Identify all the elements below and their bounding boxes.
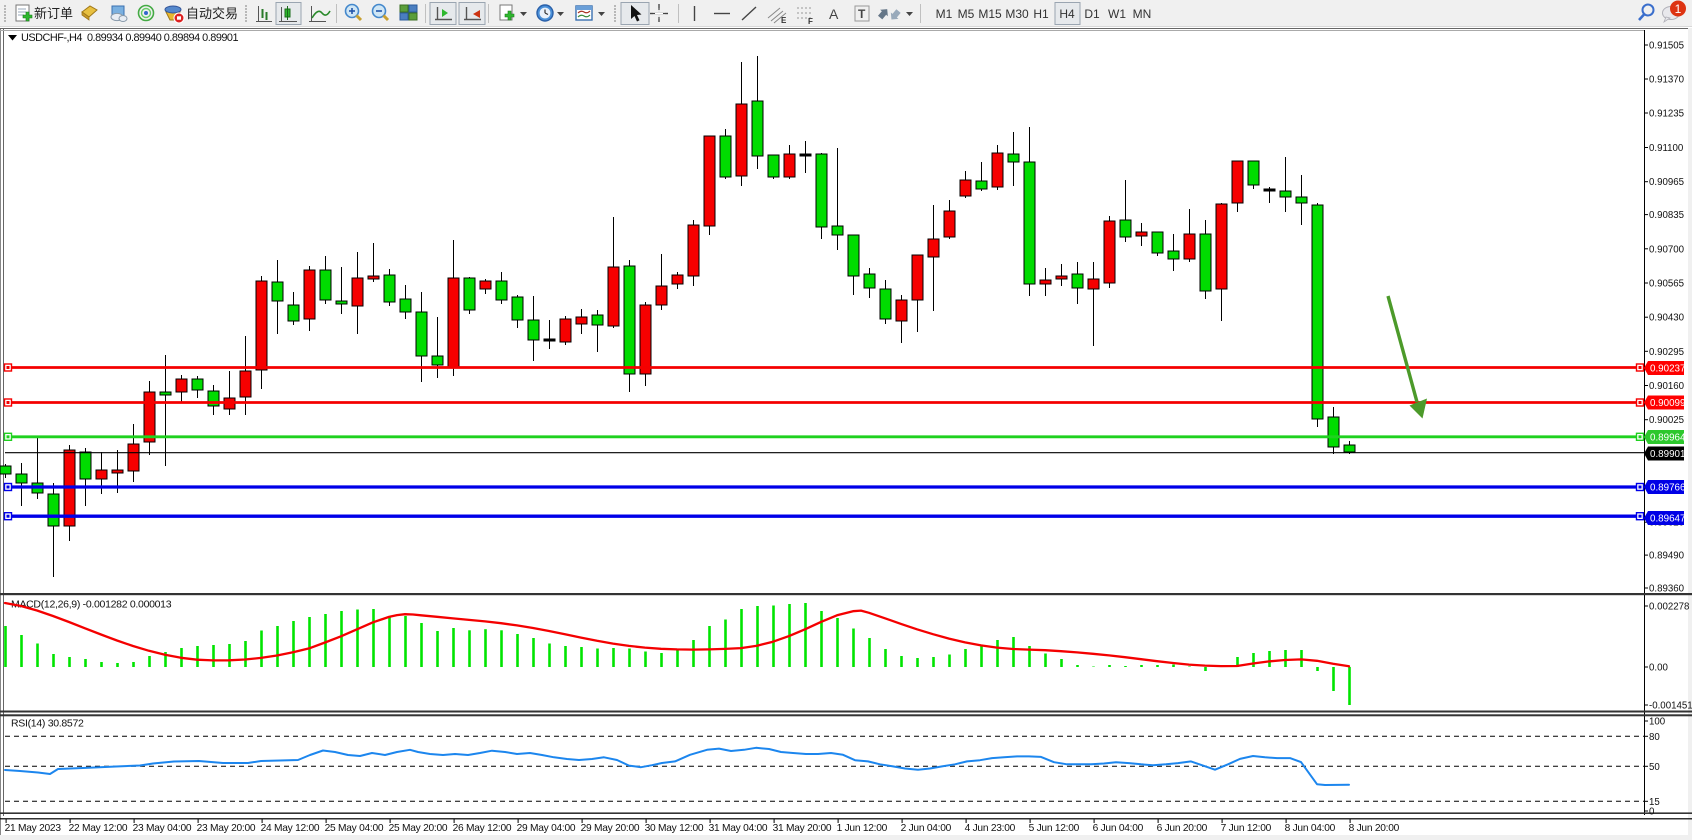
svg-text:8 Jun 20:00: 8 Jun 20:00 bbox=[1349, 823, 1400, 834]
svg-text:0.91370: 0.91370 bbox=[1649, 75, 1685, 86]
svg-text:0.89360: 0.89360 bbox=[1649, 584, 1685, 595]
svg-text:0.90099: 0.90099 bbox=[1650, 398, 1685, 409]
svg-text:25 May 04:00: 25 May 04:00 bbox=[325, 823, 384, 834]
svg-text:23 May 04:00: 23 May 04:00 bbox=[133, 823, 192, 834]
svg-text:0.90160: 0.90160 bbox=[1649, 381, 1685, 392]
svg-text:0.89964: 0.89964 bbox=[1650, 433, 1686, 444]
svg-text:100: 100 bbox=[1649, 717, 1666, 728]
svg-text:50: 50 bbox=[1649, 762, 1660, 773]
svg-text:4 Jun 23:00: 4 Jun 23:00 bbox=[965, 823, 1016, 834]
svg-text:0.91505: 0.91505 bbox=[1649, 41, 1684, 52]
svg-text:0.90565: 0.90565 bbox=[1649, 279, 1684, 290]
svg-text:0.90295: 0.90295 bbox=[1649, 347, 1684, 358]
svg-text:H1: H1 bbox=[1033, 7, 1049, 21]
svg-text:T: T bbox=[858, 7, 866, 21]
svg-text:80: 80 bbox=[1649, 732, 1660, 743]
svg-text:15: 15 bbox=[1649, 797, 1660, 808]
svg-text:E: E bbox=[781, 16, 787, 25]
svg-text:6 Jun 20:00: 6 Jun 20:00 bbox=[1157, 823, 1208, 834]
svg-text:0.91100: 0.91100 bbox=[1649, 143, 1684, 154]
svg-text:22 May 12:00: 22 May 12:00 bbox=[69, 823, 128, 834]
svg-text:新订单: 新订单 bbox=[34, 6, 73, 21]
svg-text:0.90965: 0.90965 bbox=[1649, 177, 1684, 188]
svg-text:0.89490: 0.89490 bbox=[1649, 551, 1685, 562]
svg-text:1: 1 bbox=[1675, 2, 1682, 16]
svg-text:M15: M15 bbox=[978, 7, 1002, 21]
svg-text:W1: W1 bbox=[1108, 7, 1126, 21]
svg-text:D1: D1 bbox=[1084, 7, 1100, 21]
svg-text:0.90430: 0.90430 bbox=[1649, 313, 1685, 324]
svg-text:0.90237: 0.90237 bbox=[1650, 364, 1685, 375]
svg-text:0.90835: 0.90835 bbox=[1649, 210, 1684, 221]
svg-text:21 May 2023: 21 May 2023 bbox=[5, 823, 62, 834]
svg-text:25 May 20:00: 25 May 20:00 bbox=[389, 823, 448, 834]
svg-text:26 May 12:00: 26 May 12:00 bbox=[453, 823, 512, 834]
svg-text:0.91235: 0.91235 bbox=[1649, 109, 1684, 120]
svg-text:0.90025: 0.90025 bbox=[1649, 415, 1684, 426]
svg-text:M30: M30 bbox=[1005, 7, 1029, 21]
svg-text:M5: M5 bbox=[958, 7, 975, 21]
svg-text:30 May 12:00: 30 May 12:00 bbox=[645, 823, 704, 834]
svg-text:31 May 20:00: 31 May 20:00 bbox=[773, 823, 832, 834]
svg-text:RSI(14) 30.8572: RSI(14) 30.8572 bbox=[11, 718, 84, 730]
svg-text:5 Jun 12:00: 5 Jun 12:00 bbox=[1029, 823, 1080, 834]
svg-text:A: A bbox=[829, 6, 839, 22]
svg-text:MACD(12,26,9) -0.001282 0.0000: MACD(12,26,9) -0.001282 0.000013 bbox=[11, 599, 172, 611]
svg-text:29 May 20:00: 29 May 20:00 bbox=[581, 823, 640, 834]
svg-text:H4: H4 bbox=[1059, 7, 1075, 21]
svg-text:MN: MN bbox=[1133, 7, 1152, 21]
svg-text:29 May 04:00: 29 May 04:00 bbox=[517, 823, 576, 834]
svg-text:0.90700: 0.90700 bbox=[1649, 244, 1685, 255]
svg-text:24 May 12:00: 24 May 12:00 bbox=[261, 823, 320, 834]
svg-text:1 Jun 12:00: 1 Jun 12:00 bbox=[837, 823, 888, 834]
svg-text:7 Jun 12:00: 7 Jun 12:00 bbox=[1221, 823, 1272, 834]
svg-text:0.89766: 0.89766 bbox=[1650, 483, 1686, 494]
svg-text:23 May 20:00: 23 May 20:00 bbox=[197, 823, 256, 834]
svg-text:6 Jun 04:00: 6 Jun 04:00 bbox=[1093, 823, 1144, 834]
svg-text:自动交易: 自动交易 bbox=[186, 6, 238, 21]
svg-text:-0.001451: -0.001451 bbox=[1649, 700, 1692, 711]
svg-text:M1: M1 bbox=[936, 7, 953, 21]
svg-text:31 May 04:00: 31 May 04:00 bbox=[709, 823, 768, 834]
svg-text:0.002278: 0.002278 bbox=[1649, 601, 1689, 612]
svg-text:0.89647: 0.89647 bbox=[1650, 514, 1685, 525]
svg-text:2 Jun 04:00: 2 Jun 04:00 bbox=[901, 823, 952, 834]
svg-text:F: F bbox=[808, 17, 813, 26]
svg-text:0.89901: 0.89901 bbox=[1650, 449, 1685, 460]
svg-text:0.00: 0.00 bbox=[1649, 662, 1668, 673]
svg-text:USDCHF-,H4 0.89934 0.89940 0.: USDCHF-,H4 0.89934 0.89940 0.89894 0.899… bbox=[21, 32, 238, 44]
svg-text:0: 0 bbox=[1649, 807, 1655, 818]
svg-text:8 Jun 04:00: 8 Jun 04:00 bbox=[1285, 823, 1336, 834]
